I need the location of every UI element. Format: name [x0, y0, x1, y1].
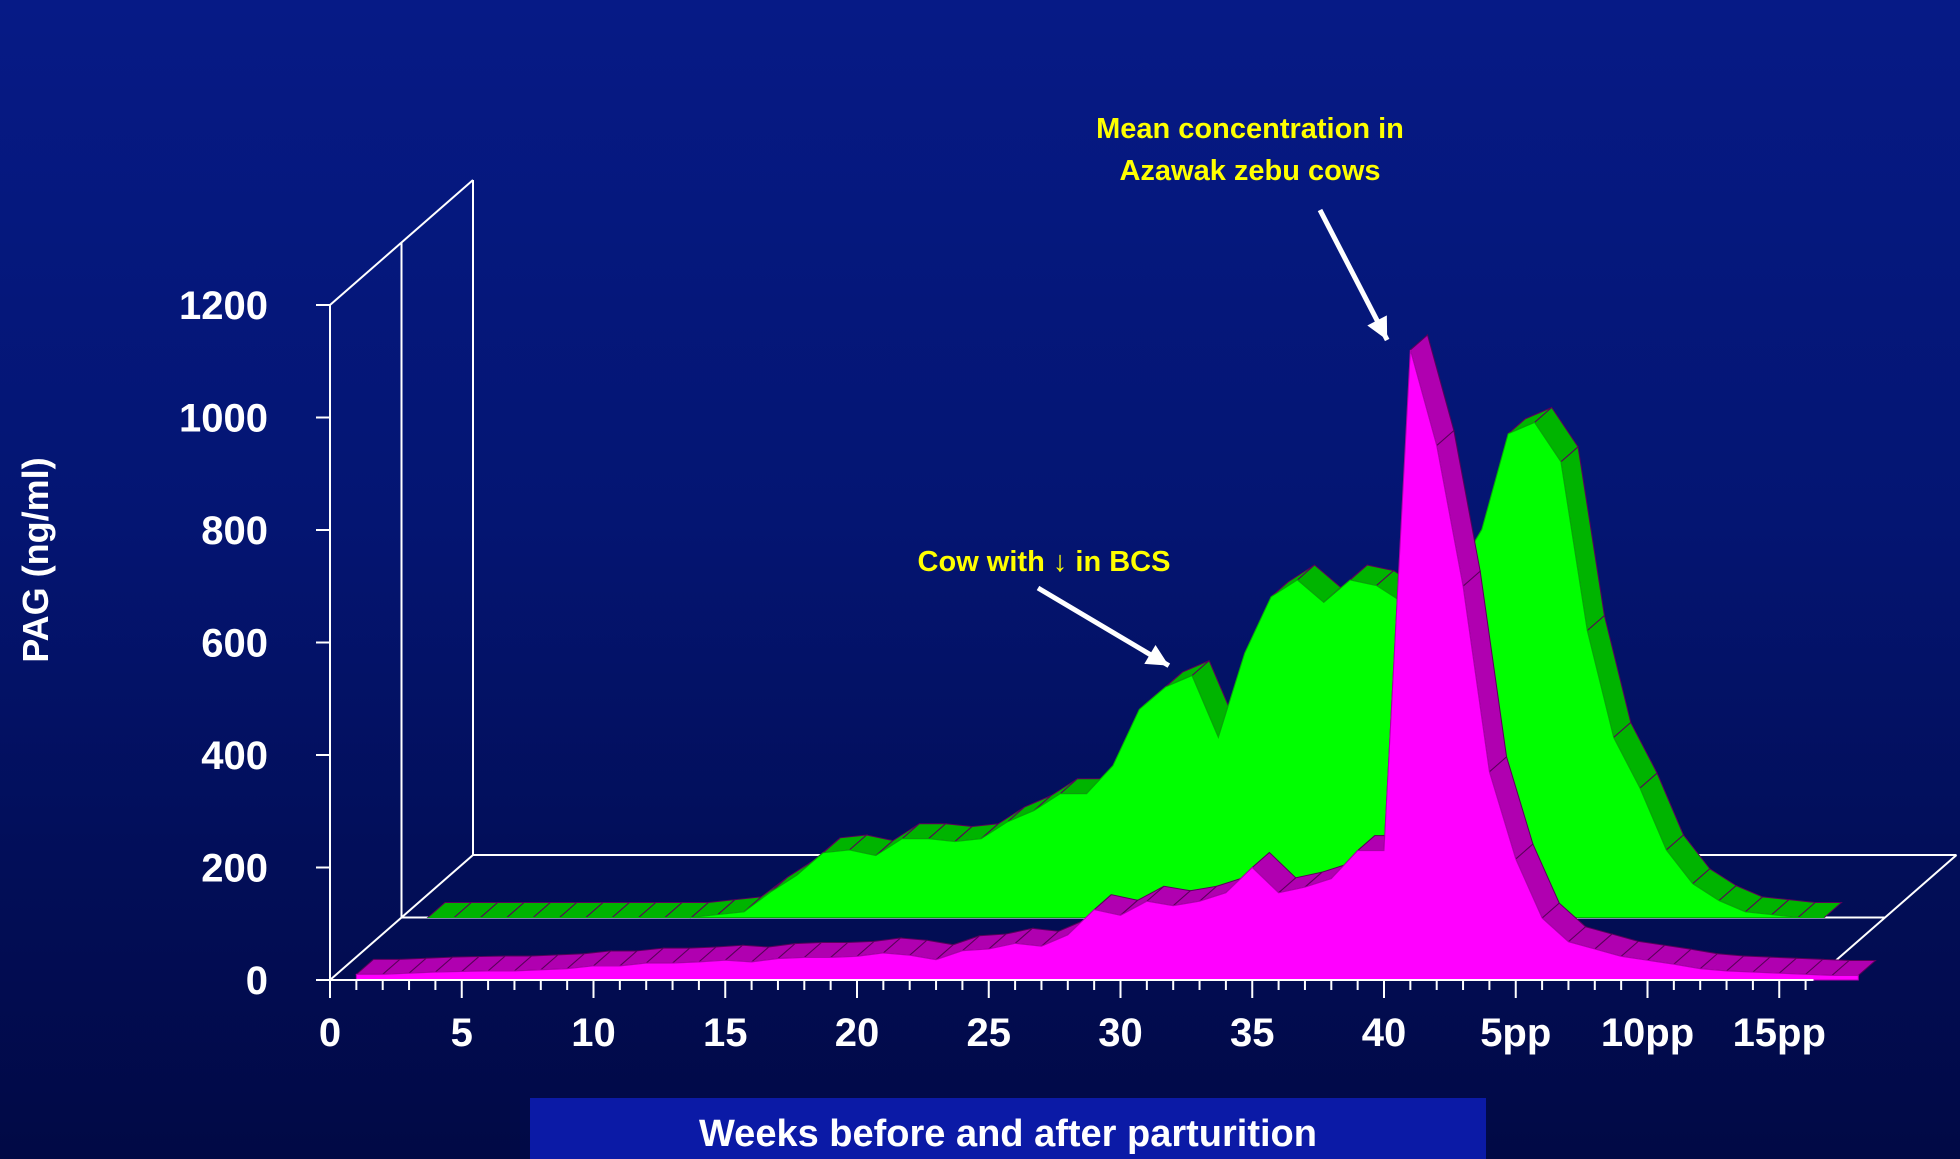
- x-tick-label: 15: [703, 1011, 748, 1055]
- y-tick-label: 0: [246, 959, 268, 1003]
- y-tick-label: 400: [201, 734, 268, 778]
- ribbon-front-magenta: [355, 349, 1859, 981]
- annotation-mean-concentration-text: Mean concentration in: [1096, 113, 1404, 145]
- x-tick-label: 10pp: [1601, 1011, 1694, 1055]
- x-tick-label: 35: [1230, 1011, 1275, 1055]
- y-axis-title: PAG (ng/ml): [15, 457, 56, 662]
- y-tick-label: 200: [201, 847, 268, 891]
- x-axis: [329, 979, 1814, 998]
- x-tick-label: 25: [967, 1011, 1012, 1055]
- annotations: Mean concentration in Azawak zebu cows Cow…: [918, 113, 1404, 668]
- y-tick-label: 1000: [179, 397, 268, 441]
- xlabel-box: [530, 1098, 1486, 1159]
- annotation-mean-concentration-text: Azawak zebu cows: [1119, 155, 1380, 187]
- annotation-cow-bcs-arrow: [1036, 585, 1171, 668]
- annotation-cow-bcs-text: Cow with ↓ in BCS: [918, 546, 1171, 578]
- annotation-mean-concentration-arrow: [1317, 208, 1390, 342]
- x-tick-label: 5pp: [1480, 1011, 1551, 1055]
- x-tick-labels: 0 5 10 15 20 25 30 35 40 5pp 10pp 15pp: [319, 1011, 1826, 1055]
- y-tick-label: 600: [201, 622, 268, 666]
- x-tick-label: 20: [835, 1011, 880, 1055]
- series-magenta-ribbon: [355, 333, 1877, 981]
- y-axis: 0 200 400 600 800 1000 1200: [179, 284, 330, 1003]
- x-tick-label: 5: [451, 1011, 473, 1055]
- x-tick-label: 10: [571, 1011, 616, 1055]
- x-axis-title: Weeks before and after parturition: [699, 1113, 1317, 1155]
- annotation-cow-bcs-arrowhead: [1144, 644, 1169, 666]
- y-tick-label: 800: [201, 509, 268, 553]
- x-tick-label: 40: [1362, 1011, 1407, 1055]
- y-tick-label: 1200: [179, 284, 268, 328]
- x-tick-label: 15pp: [1733, 1011, 1826, 1055]
- x-tick-label: 30: [1098, 1011, 1143, 1055]
- x-tick-label: 0: [319, 1011, 341, 1055]
- series-green-ribbon: [426, 406, 1843, 919]
- annotation-mean-concentration-arrowhead: [1367, 315, 1388, 340]
